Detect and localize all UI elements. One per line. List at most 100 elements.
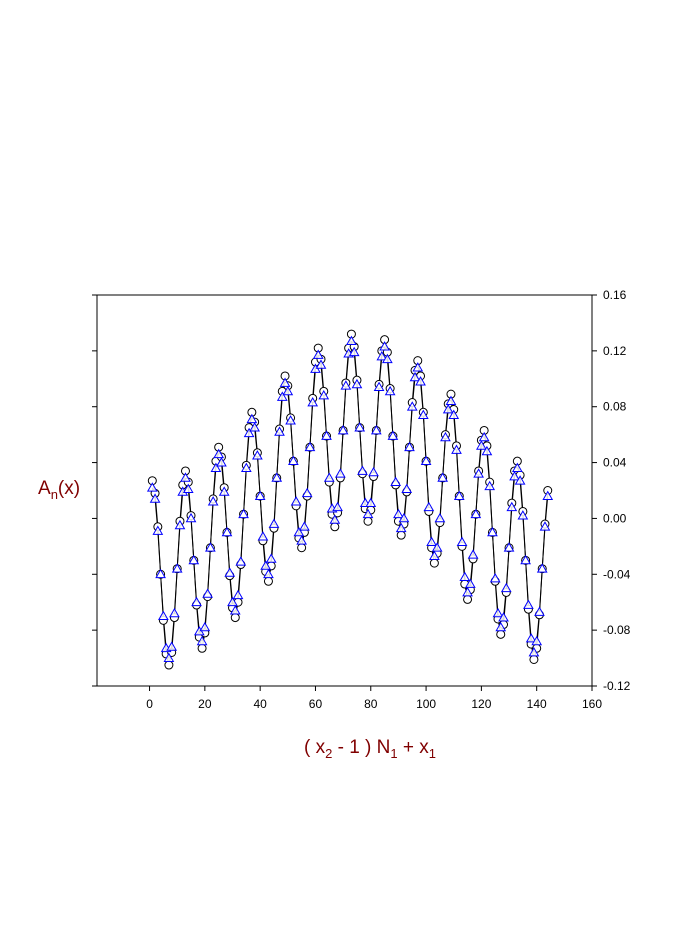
- triangle-marker: [290, 496, 302, 506]
- triangle-marker: [384, 385, 396, 396]
- triangle-marker: [213, 448, 225, 459]
- triangle-marker: [525, 633, 537, 643]
- triangle-marker: [158, 610, 169, 621]
- x-label-sub: 1: [429, 746, 436, 761]
- triangle-marker: [354, 422, 366, 432]
- x-label-part: ( x: [304, 737, 326, 758]
- triangle-marker: [240, 462, 252, 473]
- triangle-marker: [429, 550, 440, 561]
- triangle-marker: [205, 542, 216, 552]
- triangle-marker: [387, 430, 399, 440]
- triangle-marker: [476, 440, 487, 450]
- triangle-marker: [146, 482, 158, 492]
- y-tick-label: -0.12: [603, 679, 631, 693]
- circle-marker: [363, 516, 373, 526]
- x-tick-label: 100: [416, 697, 436, 711]
- triangle-marker: [315, 359, 327, 369]
- triangle-marker: [180, 472, 191, 482]
- triangle-marker: [169, 607, 180, 618]
- circle-marker: [263, 576, 273, 586]
- triangle-marker: [509, 471, 520, 481]
- x-label-part: - 1 ) N: [332, 737, 390, 758]
- triangle-marker: [155, 568, 166, 579]
- triangle-marker: [348, 346, 360, 357]
- triangle-marker: [229, 605, 241, 615]
- x-label-part: + x: [398, 737, 430, 758]
- triangle-marker: [268, 518, 280, 528]
- triangle-marker: [207, 496, 219, 506]
- triangle-marker: [199, 621, 211, 632]
- triangle-marker: [453, 490, 465, 500]
- triangle-marker: [420, 455, 432, 466]
- triangle-marker: [517, 510, 529, 520]
- triangle-marker: [276, 391, 288, 401]
- circle-marker: [330, 522, 340, 532]
- triangle-marker: [357, 465, 368, 475]
- triangle-marker: [191, 596, 202, 607]
- triangle-marker: [487, 526, 498, 537]
- triangle-marker: [227, 596, 238, 607]
- y-tick-label: -0.04: [603, 567, 631, 581]
- y-tick-label: 0.04: [603, 456, 627, 470]
- triangle-marker: [257, 531, 269, 541]
- circle-marker: [429, 558, 439, 568]
- triangle-marker: [426, 536, 437, 547]
- triangle-marker: [252, 450, 263, 460]
- triangle-marker: [390, 476, 402, 486]
- triangle-marker: [216, 457, 227, 467]
- y-label-part: (x): [58, 478, 80, 499]
- circle-marker: [164, 660, 174, 670]
- triangle-marker: [523, 599, 534, 609]
- x-tick-label: 20: [198, 697, 212, 711]
- triangle-marker: [185, 512, 197, 523]
- triangle-marker: [373, 381, 385, 392]
- triangle-marker: [271, 472, 283, 482]
- triangle-marker: [495, 621, 507, 632]
- x-axis-label: ( x2 - 1 ) N1 + x1: [304, 737, 436, 761]
- triangle-marker: [260, 560, 272, 570]
- triangle-marker: [368, 466, 379, 477]
- triangle-marker: [263, 568, 274, 579]
- triangle-marker: [238, 508, 249, 519]
- y-label-sub: n: [51, 487, 58, 502]
- triangle-marker: [293, 526, 305, 537]
- triangle-marker: [445, 395, 457, 406]
- triangle-marker: [417, 409, 429, 419]
- triangle-marker: [401, 483, 413, 493]
- x-tick-label: 0: [146, 697, 153, 711]
- triangle-marker: [249, 422, 260, 432]
- triangle-marker: [456, 536, 468, 547]
- triangle-marker: [478, 431, 490, 442]
- circle-marker: [197, 643, 207, 653]
- triangle-marker: [459, 571, 471, 581]
- triangle-marker: [370, 424, 382, 435]
- y-tick-label: 0.16: [603, 288, 627, 302]
- triangle-marker: [221, 526, 233, 537]
- x-label-sub: 1: [390, 746, 397, 761]
- triangle-marker: [511, 462, 523, 473]
- triangle-marker: [404, 441, 415, 452]
- triangle-marker: [321, 430, 332, 440]
- circle-marker: [297, 543, 307, 553]
- triangle-marker: [274, 426, 285, 436]
- y-label-part: A: [38, 478, 51, 499]
- triangle-marker: [440, 431, 451, 442]
- x-tick-label: 140: [527, 697, 547, 711]
- plot-frame: [96, 294, 593, 687]
- triangle-marker: [304, 441, 316, 452]
- triangle-marker: [279, 377, 291, 387]
- circle-marker: [529, 654, 539, 664]
- triangle-marker: [464, 578, 476, 588]
- triangle-marker: [346, 335, 357, 345]
- triangle-marker: [299, 521, 310, 531]
- triangle-marker: [506, 501, 518, 512]
- triangle-marker: [442, 403, 454, 414]
- triangle-marker: [531, 635, 543, 646]
- triangle-marker: [254, 490, 266, 500]
- triangle-marker: [218, 486, 230, 496]
- triangle-marker: [163, 652, 175, 662]
- triangle-marker: [282, 385, 294, 396]
- triangle-marker: [329, 514, 341, 524]
- triangle-marker: [503, 542, 515, 552]
- triangle-marker: [287, 455, 299, 466]
